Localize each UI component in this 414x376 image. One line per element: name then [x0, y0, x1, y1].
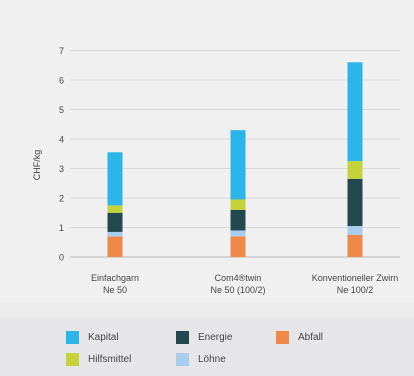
y-tick-label: 7	[59, 46, 64, 56]
legend-label-loehne: Löhne	[198, 354, 226, 365]
y-tick-label: 0	[59, 253, 64, 263]
legend-swatch-energie	[176, 331, 189, 344]
bar-segment-abfall-1	[107, 236, 123, 257]
y-tick-label: 3	[59, 164, 64, 174]
bar-segment-kapital-2	[230, 130, 246, 200]
legend-item-energie: Energie	[176, 331, 232, 344]
legend-swatch-abfall	[276, 331, 289, 344]
y-tick-label: 6	[59, 76, 64, 86]
bar-segment-abfall-2	[230, 236, 246, 257]
y-tick-label: 1	[59, 223, 64, 233]
x-category-sublabel: Ne 50 (100/2)	[210, 285, 265, 295]
bar-segment-hilfsmittel-2	[230, 199, 246, 210]
bar-segment-lhne-2	[230, 230, 246, 237]
bar-segment-hilfsmittel-3	[347, 161, 363, 179]
legend-item-loehne: Löhne	[176, 353, 226, 366]
x-category-sublabel: Ne 50	[103, 285, 127, 295]
legend-label-hilfsmittel: Hilfsmittel	[88, 354, 132, 365]
legend-swatch-hilfsmittel	[66, 353, 79, 366]
bar-segment-lhne-1	[107, 231, 123, 237]
legend: Kapital Energie Abfall Hilfsmittel Löhne	[0, 318, 414, 376]
bar-segment-energie-1	[107, 212, 123, 232]
y-tick-label: 5	[59, 105, 64, 115]
x-category-label: Com4®twin	[215, 273, 262, 283]
legend-label-abfall: Abfall	[298, 332, 324, 343]
bar-segment-lhne-3	[347, 226, 363, 235]
legend-swatch-loehne	[176, 353, 189, 366]
bar-segment-kapital-1	[107, 152, 123, 206]
legend-item-abfall: Abfall	[276, 331, 323, 344]
x-category-label: Einfachgarn	[91, 273, 139, 283]
bar-segment-energie-3	[347, 178, 363, 227]
x-category-sublabel: Ne 100/2	[337, 285, 374, 295]
legend-item-hilfsmittel: Hilfsmittel	[66, 353, 131, 366]
y-tick-label: 2	[59, 194, 64, 204]
bar-segment-energie-2	[230, 209, 246, 231]
y-tick-label: 4	[59, 135, 64, 145]
legend-label-kapital: Kapital	[88, 332, 119, 343]
bar-segment-hilfsmittel-1	[107, 205, 123, 213]
legend-label-energie: Energie	[198, 332, 233, 343]
y-axis-label: CHF/kg	[32, 150, 42, 181]
legend-swatch-kapital	[66, 331, 79, 344]
chart-panel: 0 1 2 3 4 5 6 7 CHF/kg Einfachgarn Ne 50 Com4®twin N…	[32, 46, 400, 295]
bar-segment-abfall-3	[347, 234, 363, 257]
bar-segment-kapital-3	[347, 62, 363, 162]
stacked-bar-chart: 0 1 2 3 4 5 6 7 CHF/kg Einfachgarn Ne 50 Com4®twin N…	[32, 46, 400, 295]
legend-item-kapital: Kapital	[66, 331, 119, 344]
x-category-label: Konventioneller Zwirn	[312, 273, 399, 283]
